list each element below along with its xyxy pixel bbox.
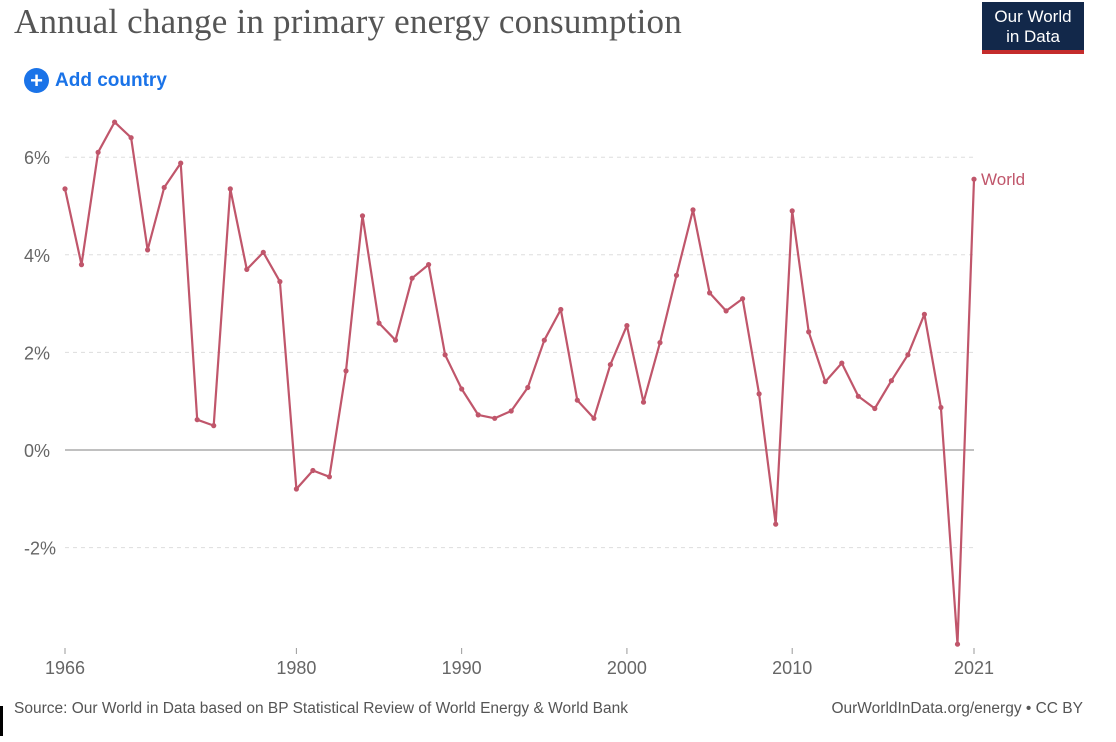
y-tick-label: 4% [24,246,50,266]
data-point [707,290,713,296]
data-point [971,176,977,182]
data-point [806,329,812,335]
data-point [938,404,944,411]
data-point [607,362,614,368]
data-point [112,119,118,125]
data-point [640,399,647,405]
data-point [905,352,911,358]
logo-line-2: in Data [1006,27,1060,46]
data-point [459,386,465,392]
data-point [954,641,961,647]
y-tick-label: 6% [24,148,50,168]
data-point [839,360,845,366]
data-point [178,160,184,166]
data-point [277,279,283,285]
data-point [574,397,580,403]
plus-circle-icon: + [24,68,49,93]
data-point [475,412,481,418]
data-point [194,417,200,423]
data-point [921,311,928,317]
data-point [508,408,514,414]
data-point [260,249,266,255]
data-point [62,186,68,192]
data-point [855,393,861,399]
data-point [161,184,167,191]
data-point [872,405,878,412]
x-tick-label: 1990 [442,658,482,678]
series-world: World [62,119,1025,647]
data-point [789,208,795,214]
data-point [442,352,448,358]
data-point [244,266,250,272]
source-note: Source: Our World in Data based on BP St… [14,700,628,717]
add-country-label: Add country [55,69,167,91]
data-point [78,262,85,268]
chart-title: Annual change in primary energy consumpt… [14,2,682,41]
y-axis: -2% 0% 2% 4% 6% [24,148,56,558]
y-tick-label: 2% [24,343,50,363]
data-point [293,486,299,492]
data-point [558,306,564,313]
add-country-button[interactable]: + Add country [24,68,167,93]
data-point [409,275,415,281]
data-point [426,262,432,268]
grid-lines [65,156,974,549]
data-point [95,149,101,155]
data-point [888,378,895,384]
data-point [227,186,233,192]
x-tick-label: 1980 [276,658,316,678]
data-point [591,415,597,421]
x-tick-label: 2021 [954,658,994,678]
edge-mark [0,706,3,736]
data-point [376,320,382,326]
x-tick-label: 2000 [607,658,647,678]
data-point [343,368,349,374]
data-point [740,296,746,302]
line-chart: -2% 0% 2% 4% 6% 1966 1980 1990 2000 2010 2021 Wor… [24,119,1025,678]
data-point [541,337,547,343]
data-point [525,384,531,391]
data-point [326,474,332,480]
x-axis: 1966 1980 1990 2000 2010 2021 [45,648,994,678]
data-point [211,423,217,429]
x-tick-label: 2010 [772,658,812,678]
data-point [624,323,630,329]
series-line-world [63,120,976,646]
data-point [673,272,680,278]
data-point [756,391,762,397]
data-point [359,213,366,219]
data-point [492,415,498,421]
data-point [310,467,316,474]
data-point [822,379,828,385]
data-point [392,337,399,343]
data-point [723,308,729,314]
data-point [145,247,151,253]
data-point [128,135,134,141]
license-note[interactable]: OurWorldInData.org/energy • CC BY [831,700,1083,717]
data-point [773,521,779,527]
series-label-world: World [981,170,1025,189]
logo-line-1: Our World [994,7,1072,26]
data-point [690,207,696,213]
owid-logo[interactable]: Our World in Data [982,2,1084,54]
x-tick-label: 1966 [45,658,85,678]
y-tick-label: -2% [24,539,56,559]
data-point [657,340,663,346]
y-tick-label: 0% [24,441,50,461]
